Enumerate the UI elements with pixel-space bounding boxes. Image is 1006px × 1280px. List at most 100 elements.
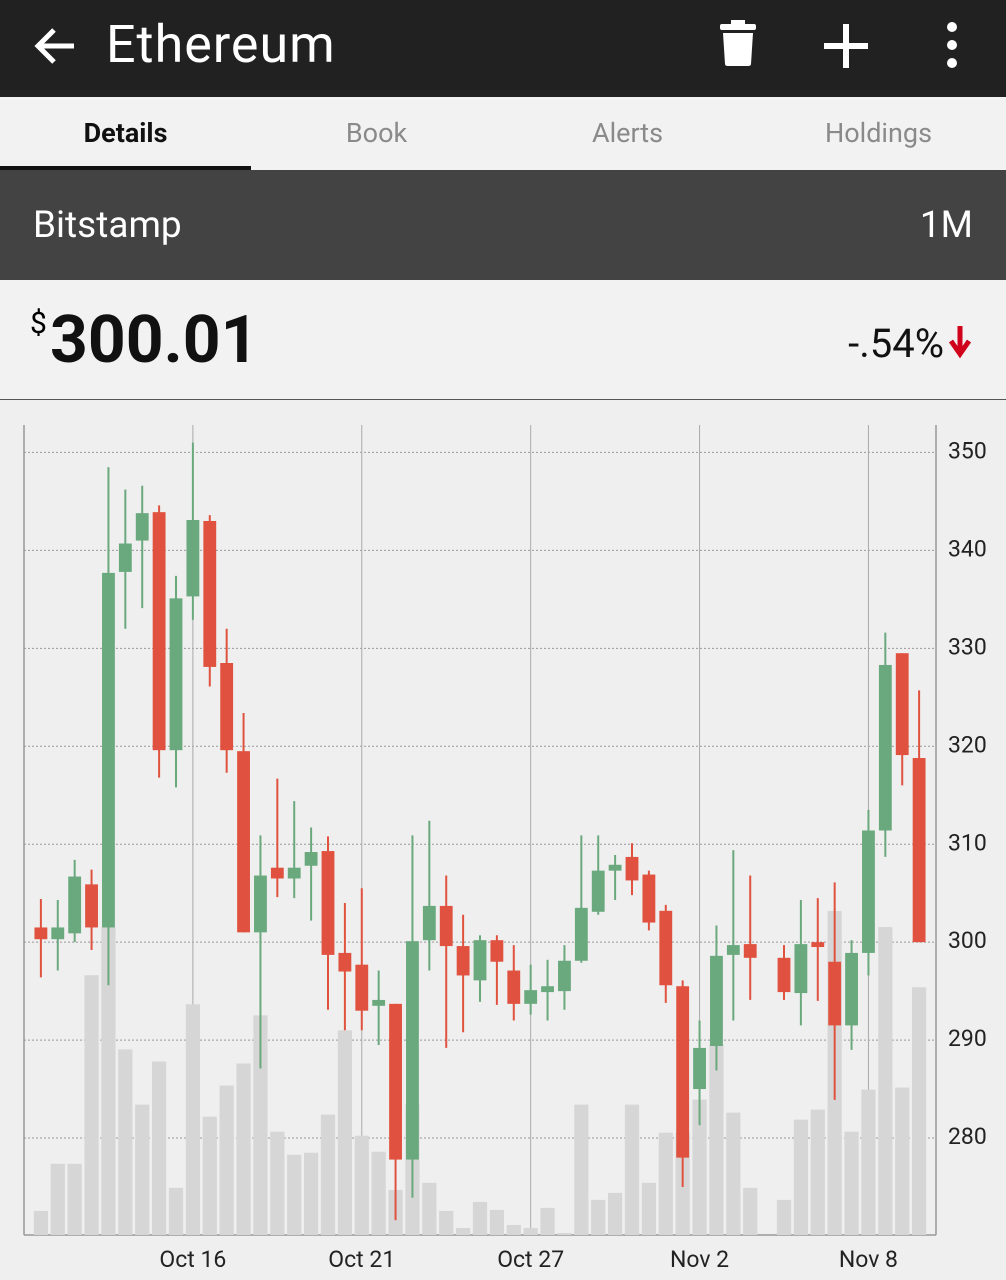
volume-bar <box>574 1104 589 1235</box>
candle-body <box>34 927 48 940</box>
candle-body <box>659 910 673 986</box>
candle-body <box>152 512 166 751</box>
volume-bar <box>912 987 927 1235</box>
candle-body <box>102 572 115 928</box>
volume-bar <box>844 1131 859 1235</box>
volume-bar <box>776 1199 792 1235</box>
volume-bar <box>895 1087 910 1235</box>
volume-bar <box>50 1163 65 1235</box>
volume-bar <box>456 1227 471 1235</box>
candle-body <box>406 941 419 1160</box>
candle-body <box>270 867 284 879</box>
volume-bar <box>793 1119 808 1235</box>
down-arrow <box>948 326 972 359</box>
add-button[interactable] <box>822 22 870 70</box>
candle-body <box>490 940 504 962</box>
exchange[interactable]: Bitstamp <box>33 204 182 247</box>
volume-bar <box>608 1192 623 1235</box>
volume-bar <box>810 1109 825 1235</box>
candle-body <box>862 830 875 953</box>
volume-bar <box>287 1154 302 1235</box>
candle-body <box>676 986 690 1158</box>
delete-button[interactable] <box>718 20 758 68</box>
volume-bar <box>726 1112 741 1235</box>
exchange-bar: Bitstamp 1M <box>0 170 1006 280</box>
x-tick-label: Oct 16 <box>159 1246 226 1273</box>
candle-body <box>51 927 65 940</box>
y-tick-label: 320 <box>948 731 987 758</box>
volume-bar <box>202 1116 217 1235</box>
candle-body <box>355 964 369 1011</box>
candle-body <box>642 874 656 923</box>
menu-button[interactable] <box>940 20 964 70</box>
volume-bar <box>624 1104 640 1235</box>
volume-bar <box>439 1210 454 1235</box>
volume-bar <box>422 1182 437 1235</box>
candle-body <box>895 653 909 756</box>
candle-body <box>422 905 436 941</box>
candle-body <box>338 952 352 972</box>
app-bar: Ethereum <box>0 0 1006 97</box>
candle-body <box>777 957 791 993</box>
volume-bar <box>743 1187 758 1235</box>
volume-bar <box>152 1061 167 1235</box>
volume-bar <box>118 1049 133 1235</box>
candle-body <box>135 513 149 541</box>
volume-bar <box>371 1151 386 1235</box>
back-button[interactable] <box>30 24 78 72</box>
candle-body <box>541 986 554 993</box>
y-tick-label: 350 <box>948 438 987 465</box>
candle-body <box>591 870 605 912</box>
tab[interactable]: Details <box>0 97 251 170</box>
x-tick-label: Nov 8 <box>839 1246 898 1273</box>
x-tick-label: Nov 2 <box>670 1246 729 1273</box>
volume-bar <box>33 1210 48 1235</box>
volume-bar <box>878 927 893 1235</box>
volume-bar <box>709 1044 724 1235</box>
volume-bar <box>168 1187 184 1235</box>
candle-body <box>524 990 538 1004</box>
volume-bar <box>472 1201 488 1235</box>
candle-body <box>743 944 757 958</box>
tab[interactable]: Holdings <box>824 117 933 149</box>
volume-bar <box>658 1132 673 1235</box>
x-tick-label: Oct 21 <box>328 1246 395 1273</box>
candle-body <box>456 946 470 976</box>
volume-bar <box>354 1135 369 1235</box>
tab[interactable]: Book <box>345 117 408 149</box>
volume-bar <box>337 1030 352 1235</box>
candle-body <box>828 961 842 1026</box>
candle-body <box>304 852 318 866</box>
candle-body <box>811 942 825 948</box>
volume-bar <box>253 1015 268 1235</box>
volume-bar <box>185 1004 200 1235</box>
tab[interactable]: Alerts <box>591 117 664 149</box>
volume-bar <box>489 1209 504 1235</box>
volume-bar <box>320 1114 336 1235</box>
volume-bar <box>591 1199 606 1235</box>
volume-bar <box>861 1089 876 1235</box>
tab-bar: Details Book Alerts Holdings <box>0 97 1006 170</box>
candle-body <box>372 999 386 1006</box>
y-tick-label: 290 <box>948 1025 987 1052</box>
volume-bar <box>84 975 99 1235</box>
range[interactable]: 1M <box>919 204 973 247</box>
chart: 280 290 300 310 320 330 340 350 Oct 16 Oct 21 Oct … <box>23 425 987 1273</box>
candle-body <box>726 945 740 955</box>
price-bar: $ 300.01 -.54% <box>0 280 1006 400</box>
candle-body <box>321 851 335 955</box>
candle-body <box>118 543 132 572</box>
candle-body <box>710 955 723 1046</box>
y-tick-label: 340 <box>948 535 987 562</box>
candle-body <box>287 867 301 879</box>
volume-bar <box>692 1099 707 1235</box>
volume-bar <box>101 927 116 1235</box>
candle-body <box>169 598 183 751</box>
change: -.54% <box>848 320 944 367</box>
volume-bar <box>304 1152 319 1235</box>
candle-body <box>85 884 98 928</box>
currency-symbol: $ <box>30 306 47 341</box>
volume-bar <box>270 1131 285 1235</box>
candle-body <box>203 520 217 667</box>
